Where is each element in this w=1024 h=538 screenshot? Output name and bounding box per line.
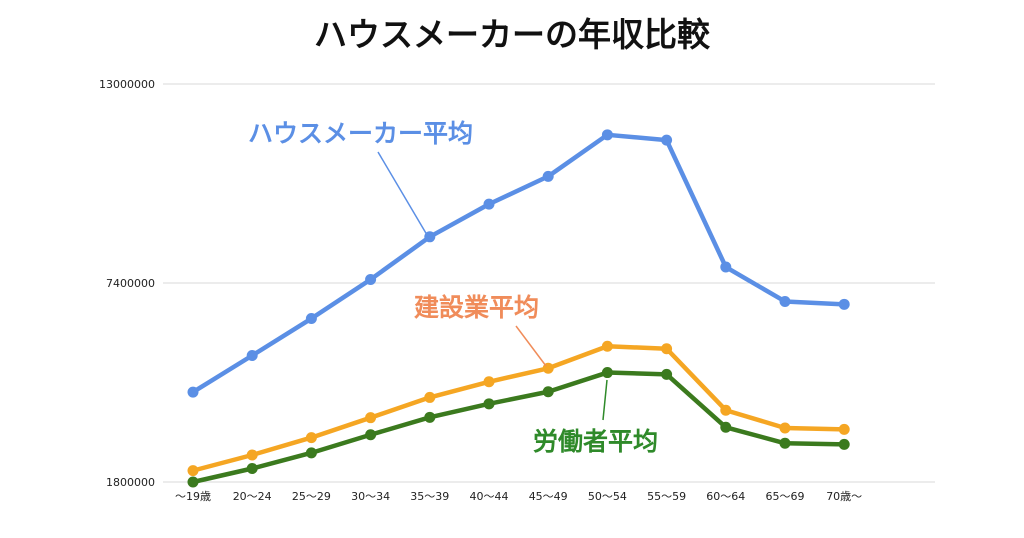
series-line <box>190 132 847 395</box>
data-point <box>187 465 199 477</box>
data-point <box>838 298 850 310</box>
data-point <box>424 411 436 423</box>
y-tick-label: 1800000 <box>106 476 155 489</box>
x-tick-labels: 〜19歳 20〜24 25〜29 30〜34 35〜39 40〜44 45〜49 50〜54 5… <box>175 490 862 503</box>
data-point <box>246 449 258 461</box>
y-tick-label: 7400000 <box>106 277 155 290</box>
data-point <box>838 423 850 435</box>
data-point <box>779 437 791 449</box>
x-tick-label: 25〜29 <box>292 490 331 503</box>
data-point <box>246 462 258 474</box>
data-point <box>720 261 732 273</box>
data-point <box>483 398 495 410</box>
data-point <box>661 134 673 146</box>
data-point <box>779 422 791 434</box>
data-point <box>305 313 317 325</box>
annotation-construction: 建設業平均 <box>414 293 539 322</box>
data-point <box>246 349 258 361</box>
y-tick-labels: 1800000 7400000 13000000 <box>99 78 155 489</box>
data-point <box>483 376 495 388</box>
data-point <box>424 391 436 403</box>
x-tick-label: 〜19歳 <box>175 490 211 503</box>
y-tick-label: 13000000 <box>99 78 155 91</box>
data-point <box>187 386 199 398</box>
data-point <box>779 295 791 307</box>
data-point <box>720 421 732 433</box>
series-annotations: ハウスメーカー平均 建設業平均 労働者平均 <box>248 119 658 456</box>
x-tick-label: 55〜59 <box>647 490 686 503</box>
x-tick-label: 35〜39 <box>410 490 449 503</box>
x-tick-label: 45〜49 <box>529 490 568 503</box>
series-2 <box>187 367 850 488</box>
data-point <box>305 447 317 459</box>
x-tick-label: 50〜54 <box>588 490 627 503</box>
series-1 <box>187 340 850 477</box>
data-point <box>365 412 377 424</box>
data-point <box>601 129 613 141</box>
annotation-worker: 労働者平均 <box>533 427 658 456</box>
data-point <box>661 343 673 355</box>
x-tick-label: 60〜64 <box>706 490 745 503</box>
series-line <box>190 344 847 473</box>
annotation-leader-line <box>602 379 608 421</box>
data-point <box>365 429 377 441</box>
x-tick-label: 65〜69 <box>766 490 805 503</box>
data-point <box>305 432 317 444</box>
x-tick-label: 70歳〜 <box>826 490 862 503</box>
data-point <box>187 476 199 488</box>
x-tick-label: 40〜44 <box>470 490 509 503</box>
annotation-leader-line <box>377 151 431 241</box>
chart-title: ハウスメーカーの年収比較 <box>314 15 710 54</box>
series-lines <box>187 129 850 488</box>
x-tick-label: 20〜24 <box>233 490 272 503</box>
data-point <box>661 368 673 380</box>
annotation-leader-line <box>515 325 547 367</box>
data-point <box>483 198 495 210</box>
data-point <box>365 273 377 285</box>
data-point <box>542 170 554 182</box>
data-point <box>720 404 732 416</box>
data-point <box>601 367 613 379</box>
annotation-house-maker: ハウスメーカー平均 <box>248 119 473 148</box>
series-line <box>190 370 847 485</box>
data-point <box>838 438 850 450</box>
series-0 <box>187 129 850 398</box>
data-point <box>542 386 554 398</box>
data-point <box>601 340 613 352</box>
x-tick-label: 30〜34 <box>351 490 390 503</box>
gridlines <box>163 83 935 483</box>
